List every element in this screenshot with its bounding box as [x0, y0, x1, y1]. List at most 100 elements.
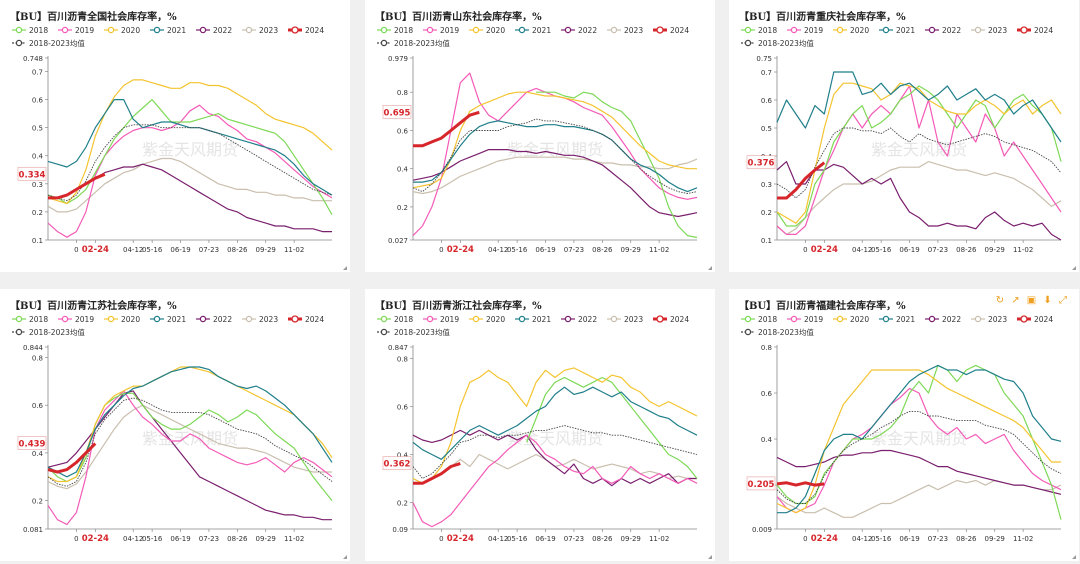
resize-handle[interactable]: [708, 266, 712, 270]
series-line-avg[interactable]: [776, 410, 1062, 504]
legend-item[interactable]: 2020: [469, 26, 505, 35]
legend-item[interactable]: 2023: [971, 26, 1007, 35]
series-line-2024[interactable]: [47, 442, 97, 474]
series-line-avg[interactable]: [47, 124, 333, 202]
legend-item[interactable]: 2022: [196, 26, 232, 35]
legend-item[interactable]: 2018-2023均值: [12, 38, 85, 48]
legend-item[interactable]: 2024: [653, 26, 689, 35]
series-line-2024[interactable]: [48, 172, 106, 200]
resize-handle[interactable]: [1072, 266, 1076, 270]
y-tick-label: 0.4: [761, 436, 773, 444]
x-tick-label: 05-16: [142, 246, 163, 254]
legend-item[interactable]: 2018: [377, 315, 413, 324]
legend-item[interactable]: 2022: [561, 26, 597, 35]
y-tick-label: 0.1: [761, 237, 772, 245]
legend-item[interactable]: 2018-2023均值: [377, 38, 450, 48]
series-line-2023[interactable]: [47, 404, 332, 490]
legend-item[interactable]: 2018-2023均值: [741, 327, 814, 337]
series-line-2022[interactable]: [776, 449, 1062, 495]
legend-item[interactable]: 2022: [561, 315, 597, 324]
series-line-2018[interactable]: [536, 91, 698, 239]
legend-item[interactable]: 2018: [12, 26, 48, 35]
legend-item[interactable]: 2024: [288, 315, 324, 324]
series-line-2020[interactable]: [776, 82, 1062, 224]
series-line-2023[interactable]: [47, 157, 332, 213]
series-line-2021[interactable]: [47, 366, 333, 478]
resize-handle[interactable]: [1072, 555, 1076, 559]
series-line-2023[interactable]: [412, 156, 698, 195]
series-line-2019[interactable]: [412, 434, 698, 528]
legend-item[interactable]: 2019: [58, 26, 94, 35]
series-line-2018[interactable]: [526, 376, 698, 479]
legend-item[interactable]: 2023: [607, 26, 643, 35]
legend-item[interactable]: 2018: [741, 315, 777, 324]
chart-toolbar[interactable]: ↻ ↗ ▣ ⬇ ⤢: [995, 295, 1069, 306]
series-line-2019[interactable]: [47, 104, 333, 238]
series-line-2020[interactable]: [47, 79, 333, 205]
series-line-avg[interactable]: [412, 118, 698, 194]
resize-handle[interactable]: [708, 555, 712, 559]
legend-item[interactable]: 2022: [925, 26, 961, 35]
series-line-2018[interactable]: [776, 85, 1062, 227]
legend-item[interactable]: 2019: [423, 315, 459, 324]
legend-item[interactable]: 2023: [242, 26, 278, 35]
legend-item[interactable]: 2020: [469, 315, 505, 324]
legend-item[interactable]: 2021: [150, 26, 186, 35]
series-line-2019[interactable]: [776, 387, 1062, 514]
legend-item[interactable]: 2021: [879, 315, 915, 324]
legend-item[interactable]: 2024: [288, 26, 324, 35]
legend-item[interactable]: 2023: [242, 315, 278, 324]
legend-item[interactable]: 2022: [196, 315, 232, 324]
legend-item[interactable]: 2018-2023均值: [741, 38, 814, 48]
series-line-2020[interactable]: [412, 367, 698, 484]
series-line-2021[interactable]: [776, 71, 1062, 143]
series-line-2022[interactable]: [776, 161, 1062, 241]
series-line-2022[interactable]: [412, 429, 697, 487]
legend-item[interactable]: 2020: [833, 315, 869, 324]
series-line-2021[interactable]: [413, 120, 698, 193]
legend-item[interactable]: 2019: [423, 26, 459, 35]
series-line-2024[interactable]: [777, 161, 826, 200]
legend-item[interactable]: 2024: [1017, 26, 1053, 35]
legend-item[interactable]: 2020: [104, 315, 140, 324]
legend-item[interactable]: 2019: [787, 315, 823, 324]
series-line-2018[interactable]: [776, 364, 1062, 520]
series-line-2019[interactable]: [47, 390, 333, 526]
legend-item[interactable]: 2018-2023均值: [12, 327, 85, 337]
series-line-2022[interactable]: [48, 163, 332, 233]
series-line-2024[interactable]: [413, 462, 461, 485]
legend-item[interactable]: 2021: [515, 315, 551, 324]
legend-item[interactable]: 2021: [515, 26, 551, 35]
series-line-2022[interactable]: [412, 149, 698, 218]
series-line-2024[interactable]: [776, 481, 825, 487]
legend-item[interactable]: 2018-2023均值: [377, 327, 450, 337]
legend-item[interactable]: 2021: [879, 26, 915, 35]
series-line-2019[interactable]: [776, 85, 1062, 235]
legend-item[interactable]: 2018: [741, 26, 777, 35]
legend-item[interactable]: 2019: [787, 26, 823, 35]
resize-handle[interactable]: [343, 555, 347, 559]
series-line-avg[interactable]: [47, 397, 333, 487]
series-line-avg[interactable]: [412, 425, 698, 479]
legend-item[interactable]: 2024: [1017, 315, 1053, 324]
legend-item[interactable]: 2019: [58, 315, 94, 324]
legend-item[interactable]: 2020: [833, 26, 869, 35]
legend-item[interactable]: 2018: [377, 26, 413, 35]
legend-item[interactable]: 2024: [653, 315, 689, 324]
x-tick-label: 07-23: [564, 535, 584, 543]
legend-item[interactable]: 2021: [150, 315, 186, 324]
series-line-2023[interactable]: [776, 161, 1062, 235]
legend-item[interactable]: 2023: [971, 315, 1007, 324]
series-line-2018[interactable]: [47, 99, 333, 215]
series-line-2021[interactable]: [412, 386, 698, 460]
series-line-2020[interactable]: [412, 91, 697, 189]
legend-item[interactable]: 2018: [12, 315, 48, 324]
resize-handle[interactable]: [343, 266, 347, 270]
legend-item[interactable]: 2022: [925, 315, 961, 324]
y-tick-label: 0.8: [32, 354, 43, 362]
legend-item[interactable]: 2020: [104, 26, 140, 35]
series-line-2021[interactable]: [777, 364, 1062, 514]
legend-item[interactable]: 2023: [607, 315, 643, 324]
series-line-2024[interactable]: [413, 110, 480, 148]
series-line-avg[interactable]: [776, 127, 1062, 199]
